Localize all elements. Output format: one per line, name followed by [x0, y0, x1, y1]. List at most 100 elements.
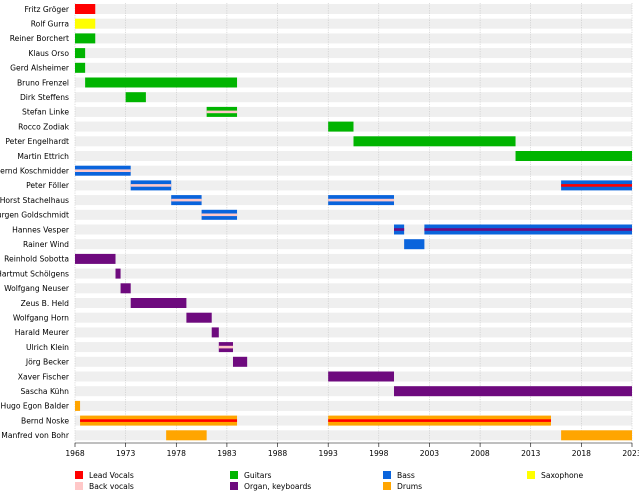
secondary-role-stripe: [130, 184, 172, 187]
membership-bar: [328, 121, 354, 132]
x-tick-label: 2018: [572, 449, 591, 458]
row-band: [75, 430, 632, 441]
row-band: [75, 48, 632, 59]
secondary-role-stripe: [171, 198, 202, 202]
member-name-label: Fritz Gröger: [24, 5, 69, 14]
row-band: [75, 356, 632, 367]
x-tick-label: 1993: [319, 449, 338, 458]
member-name-label: Rainer Wind: [23, 240, 69, 249]
x-tick-label: 2008: [470, 449, 489, 458]
member-names: Fritz Gröger Rolf Gurra Reiner Borchert Kla…: [0, 5, 70, 440]
row-band: [75, 151, 632, 161]
membership-bar: [232, 356, 248, 367]
membership-bar: [115, 268, 121, 279]
x-tick-label: 2013: [521, 449, 540, 458]
membership-bar: [404, 239, 425, 250]
row-band: [75, 209, 632, 220]
row-band: [75, 180, 632, 191]
x-tick-label: 1983: [217, 449, 236, 458]
row-band: [75, 312, 632, 323]
membership-bar: [75, 33, 96, 44]
row-band: [75, 18, 632, 29]
row-band: [75, 400, 632, 411]
row-band: [75, 283, 632, 294]
secondary-role-stripe: [201, 213, 238, 217]
membership-bar: [328, 371, 395, 382]
secondary-role-stripe: [561, 184, 632, 187]
x-tick-label: 2023: [622, 449, 639, 458]
x-tick-label: 1988: [268, 449, 287, 458]
member-name-label: Zeus B. Held: [21, 299, 70, 308]
x-tick-label: 1978: [167, 449, 186, 458]
legend-label: Guitars: [244, 471, 272, 480]
membership-bar: [85, 77, 238, 88]
legend-swatch: [75, 471, 83, 479]
secondary-role-stripe: [394, 228, 405, 231]
membership-bar: [75, 62, 86, 73]
x-tick-label: 2003: [420, 449, 439, 458]
member-name-label: Bernd Noske: [21, 416, 69, 425]
x-tick-label: 1998: [369, 449, 388, 458]
membership-bar: [75, 48, 86, 59]
membership-bar: [75, 253, 116, 264]
membership-bar: [130, 298, 187, 308]
row-band: [75, 92, 632, 103]
member-name-label: Xaver Fischer: [18, 372, 70, 381]
member-name-label: Dirk Steffens: [20, 93, 69, 102]
member-name-label: Hannes Vesper: [12, 225, 70, 234]
member-name-label: Wolfgang Neuser: [4, 284, 70, 293]
secondary-role-stripe: [80, 419, 238, 422]
legend-label: Lead Vocals: [89, 471, 134, 480]
member-name-label: Martin Ettrich: [17, 152, 69, 161]
membership-bar: [211, 327, 219, 338]
member-name-label: Peter Föller: [26, 181, 70, 190]
row-band: [75, 165, 632, 176]
row-band: [75, 253, 632, 264]
row-band: [75, 224, 632, 235]
member-name-label: Sascha Kühn: [20, 387, 69, 396]
row-band: [75, 77, 632, 88]
member-name-label: Rocco Zodiak: [18, 122, 69, 131]
row-band: [75, 106, 632, 117]
legend-label: Drums: [397, 482, 422, 491]
x-tick-label: 1968: [65, 449, 84, 458]
member-name-label: Bernd Koschmidder: [0, 167, 70, 176]
member-name-label: Reinhold Sobotta: [4, 255, 69, 264]
legend-label: Bass: [397, 471, 415, 480]
row-band: [75, 386, 632, 397]
legend-swatch: [527, 471, 535, 479]
row-band: [75, 239, 632, 250]
membership-bar: [75, 4, 96, 14]
legend-swatch: [383, 471, 391, 479]
row-band: [75, 33, 632, 44]
member-name-label: Jurgen Goldschmidt: [0, 211, 69, 220]
membership-bar: [75, 18, 96, 29]
secondary-role-stripe: [328, 419, 551, 422]
x-tick-label: 1973: [116, 449, 135, 458]
member-name-label: Wolfgang Horn: [13, 314, 69, 323]
membership-bar: [125, 92, 146, 103]
legend-swatch: [230, 471, 238, 479]
row-band: [75, 268, 632, 279]
row-band: [75, 342, 632, 353]
member-name-label: Hugo Egon Balder: [1, 402, 70, 411]
member-name-label: Hartmut Schölgens: [0, 269, 69, 278]
member-name-label: Rolf Gurra: [31, 20, 69, 29]
membership-bar: [561, 430, 632, 441]
membership-bars: [75, 4, 632, 441]
member-name-label: Reiner Borchert: [10, 34, 69, 43]
member-name-label: Peter Engelhardt: [5, 137, 69, 146]
legend-label: Saxophone: [541, 471, 583, 480]
secondary-role-stripe: [218, 345, 233, 349]
secondary-role-stripe: [424, 228, 632, 231]
row-band: [75, 298, 632, 308]
legend: Lead Vocals Back vocals Guitars Organ, keyb…: [75, 471, 583, 491]
member-name-label: Harald Meurer: [15, 328, 70, 337]
membership-bar: [515, 151, 632, 161]
secondary-role-stripe: [328, 198, 395, 202]
legend-swatch: [75, 482, 83, 490]
membership-bar: [394, 386, 632, 397]
member-name-label: Jörg Becker: [25, 358, 70, 367]
legend-label: Organ, keyboards: [244, 482, 311, 491]
